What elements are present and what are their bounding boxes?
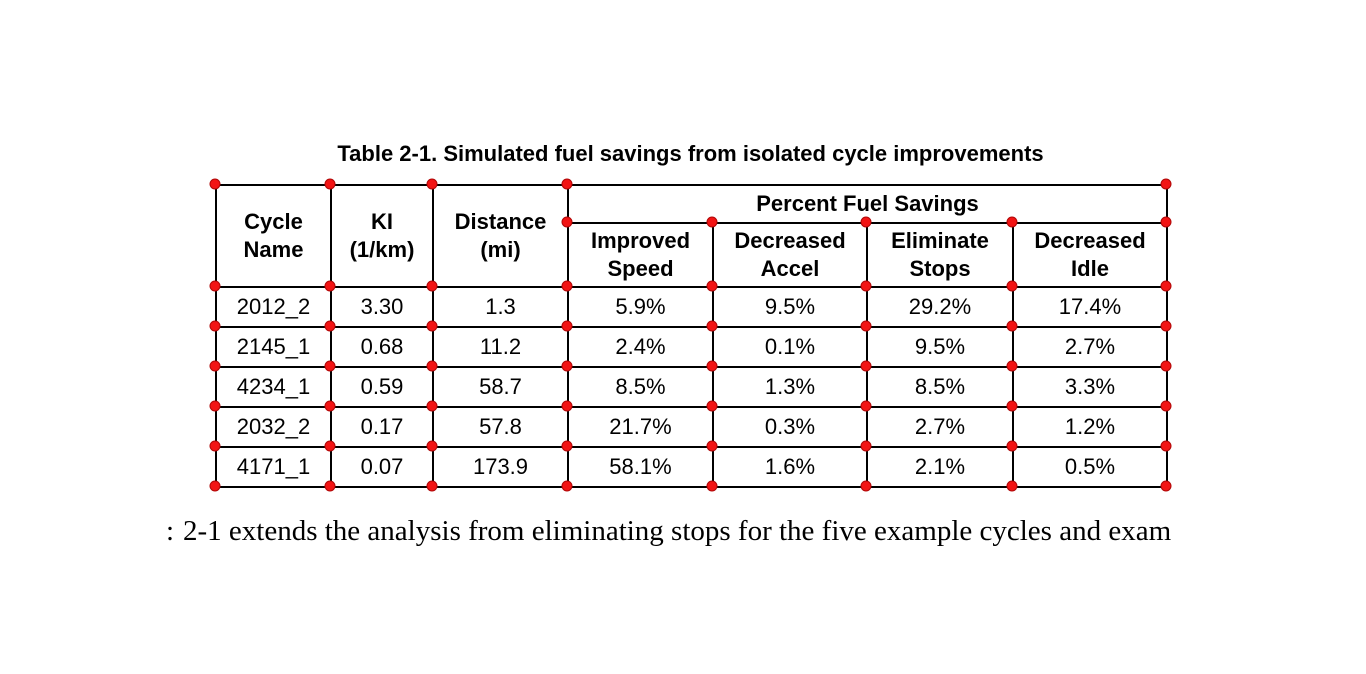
col-header-decreased-idle: Decreased Idle [1012, 222, 1168, 288]
cell-eliminate-stops: 8.5% [866, 366, 1014, 408]
cell-eliminate-stops: 9.5% [866, 326, 1014, 368]
col-header-ki: KI (1/km) [330, 184, 434, 288]
cell-cycle-name: 2145_1 [215, 326, 332, 368]
table-caption: Table 2-1. Simulated fuel savings from i… [337, 141, 1044, 166]
cell-ki: 0.07 [330, 446, 434, 488]
cell-decreased-idle: 3.3% [1012, 366, 1168, 408]
col-header-cycle-name: Cycle Name [215, 184, 332, 288]
header-row-group: Cycle Name KI (1/km) Distance (mi) Perce… [215, 184, 1168, 288]
col-header-eliminate-stops: Eliminate Stops [866, 222, 1014, 288]
col-header-improved-speed: Improved Speed [567, 222, 714, 288]
cell-decreased-idle: 0.5% [1012, 446, 1168, 488]
table-row: 4234_1 0.59 58.7 8.5% 1.3% 8.5% 3.3% [215, 366, 1168, 408]
col-header-distance: Distance (mi) [432, 184, 569, 288]
cell-decreased-accel: 0.1% [712, 326, 868, 368]
cell-distance: 1.3 [432, 286, 569, 328]
cell-improved-speed: 2.4% [567, 326, 714, 368]
fuel-savings-table: Cycle Name KI (1/km) Distance (mi) Perce… [215, 184, 1168, 488]
cell-cycle-name: 4171_1 [215, 446, 332, 488]
cell-cycle-name: 2032_2 [215, 406, 332, 448]
cell-eliminate-stops: 29.2% [866, 286, 1014, 328]
cell-decreased-accel: 9.5% [712, 286, 868, 328]
cell-decreased-accel: 1.6% [712, 446, 868, 488]
cell-improved-speed: 5.9% [567, 286, 714, 328]
cell-ki: 0.59 [330, 366, 434, 408]
cell-improved-speed: 8.5% [567, 366, 714, 408]
col-group-header-percent-fuel-savings: Percent Fuel Savings [567, 184, 1168, 224]
cell-improved-speed: 21.7% [567, 406, 714, 448]
cell-decreased-idle: 1.2% [1012, 406, 1168, 448]
table-row: 2032_2 0.17 57.8 21.7% 0.3% 2.7% 1.2% [215, 406, 1168, 448]
table-row: 2012_2 3.30 1.3 5.9% 9.5% 29.2% 17.4% [215, 286, 1168, 328]
cell-eliminate-stops: 2.1% [866, 446, 1014, 488]
cell-distance: 11.2 [432, 326, 569, 368]
cell-distance: 57.8 [432, 406, 569, 448]
body-paragraph: 2-1 extends the analysis from eliminatin… [183, 515, 1172, 547]
col-header-decreased-accel: Decreased Accel [712, 222, 868, 288]
cell-distance: 173.9 [432, 446, 569, 488]
cell-decreased-accel: 0.3% [712, 406, 868, 448]
cell-decreased-idle: 17.4% [1012, 286, 1168, 328]
cell-decreased-idle: 2.7% [1012, 326, 1168, 368]
cell-cycle-name: 4234_1 [215, 366, 332, 408]
table-row: 2145_1 0.68 11.2 2.4% 0.1% 9.5% 2.7% [215, 326, 1168, 368]
header-row-sub: Improved Speed Decreased Accel Eliminate… [216, 222, 1168, 288]
cell-improved-speed: 58.1% [567, 446, 714, 488]
table-row: 4171_1 0.07 173.9 58.1% 1.6% 2.1% 0.5% [215, 446, 1168, 488]
cell-ki: 0.17 [330, 406, 434, 448]
cell-ki: 3.30 [330, 286, 434, 328]
cell-eliminate-stops: 2.7% [866, 406, 1014, 448]
cell-cycle-name: 2012_2 [215, 286, 332, 328]
cell-distance: 58.7 [432, 366, 569, 408]
clipped-text-fragment: : [166, 515, 175, 547]
cell-decreased-accel: 1.3% [712, 366, 868, 408]
cell-ki: 0.68 [330, 326, 434, 368]
